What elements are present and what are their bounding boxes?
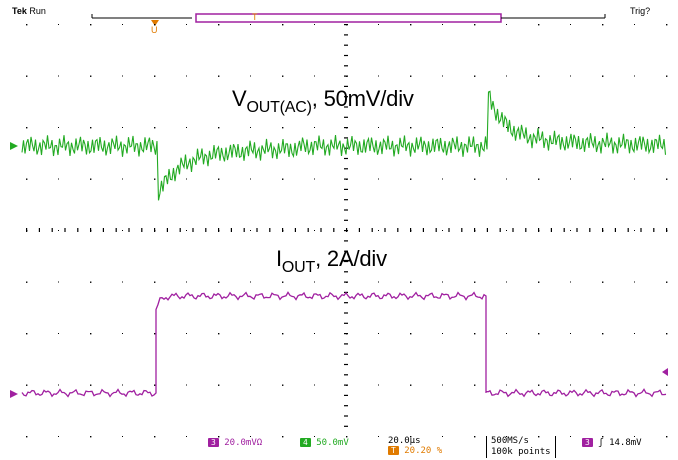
iout-annotation: IOUT, 2A/div [276, 246, 387, 276]
ch4-readout[interactable]: 4 50.0mV [300, 438, 349, 448]
trigger-position-icon[interactable] [151, 20, 159, 26]
sample-rate: 500MS/s [491, 436, 529, 446]
ch3-readout[interactable]: 3 20.0mVΩ [208, 438, 262, 448]
trigger-level: 14.8mV [609, 438, 642, 448]
ch4-scale: 50.0mV [316, 438, 349, 448]
vout-ac-waveform [21, 90, 667, 201]
trigger-slope-icon: ʃ [598, 438, 604, 448]
ch4-badge: 4 [300, 438, 311, 447]
scope-header: Tek Run Trig? [0, 0, 678, 20]
graticule [26, 24, 668, 438]
trigger-readout[interactable]: 3 ʃ 14.8mV [582, 438, 642, 448]
trigger-pos-icon: T [388, 446, 399, 455]
timebase-readout[interactable]: 20.0µs T 20.20 % [388, 436, 442, 456]
scope-brand: Tek Run [12, 6, 46, 16]
ch4-ground-marker-icon[interactable] [10, 142, 18, 150]
ch3-badge: 3 [208, 438, 219, 447]
record-window[interactable] [195, 13, 502, 23]
vout-annotation: VOUT(AC), 50mV/div [232, 86, 414, 116]
timebase-value: 20.0µs [388, 436, 421, 446]
trigger-position-readout: T 20.20 % [388, 446, 442, 456]
trigger-status: Trig? [630, 6, 651, 16]
record-trigger-marker: T [252, 12, 258, 22]
record-length: 100k points [491, 447, 551, 457]
iout-waveform [21, 291, 667, 398]
ch3-scale: 20.0mVΩ [224, 438, 263, 448]
trigger-position-letter: U [151, 25, 158, 35]
trigger-level-marker-icon[interactable] [662, 368, 668, 376]
ch3-ground-marker-icon[interactable] [10, 390, 18, 398]
trigger-source-badge: 3 [582, 438, 593, 447]
acquisition-readout[interactable]: 500MS/s 100k points [486, 436, 556, 458]
